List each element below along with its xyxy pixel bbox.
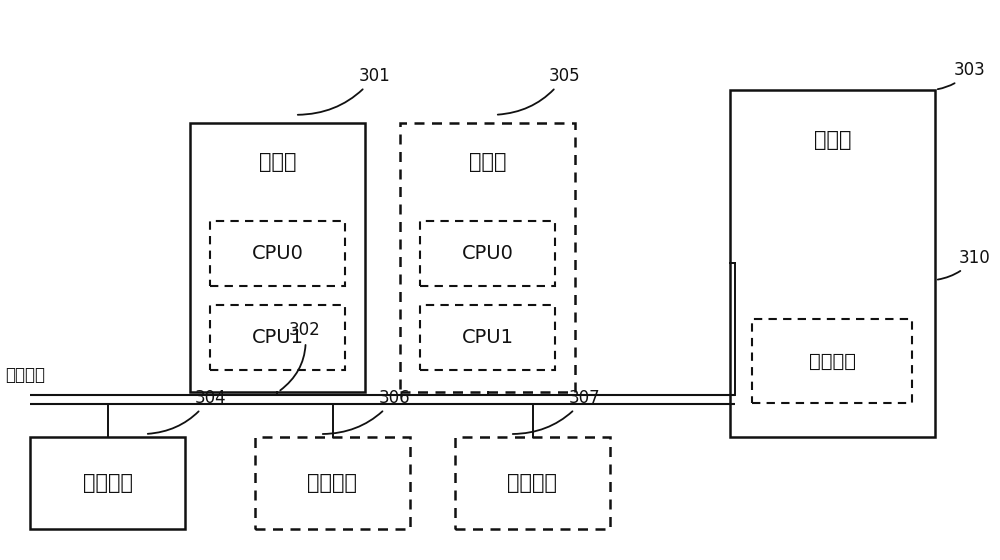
Text: 通信接口: 通信接口 — [82, 473, 132, 493]
Text: 310: 310 — [938, 249, 991, 279]
Text: 302: 302 — [280, 321, 321, 390]
Text: CPU1: CPU1 — [462, 328, 514, 347]
Bar — [420, 305, 555, 370]
Text: 处理器: 处理器 — [469, 152, 506, 172]
Text: CPU0: CPU0 — [252, 244, 303, 263]
Bar — [210, 305, 345, 370]
Text: CPU1: CPU1 — [251, 328, 303, 347]
Text: 301: 301 — [298, 67, 391, 115]
Text: 303: 303 — [938, 61, 986, 89]
Bar — [30, 437, 185, 529]
Text: 307: 307 — [513, 389, 601, 434]
Bar — [400, 123, 575, 392]
Text: 存储器: 存储器 — [814, 130, 851, 150]
Text: 输出设备: 输出设备 — [308, 473, 358, 493]
Bar — [730, 90, 935, 437]
Bar — [420, 221, 555, 286]
Text: 306: 306 — [323, 389, 411, 434]
Text: 通信总线: 通信总线 — [5, 366, 45, 384]
Bar — [455, 437, 610, 529]
Text: CPU0: CPU0 — [462, 244, 513, 263]
Text: 处理器: 处理器 — [259, 152, 296, 172]
Bar — [190, 123, 365, 392]
Text: 304: 304 — [148, 389, 226, 434]
Bar — [752, 319, 912, 403]
Text: 程序代码: 程序代码 — [808, 352, 856, 371]
Text: 输入设备: 输入设备 — [508, 473, 558, 493]
Bar — [255, 437, 410, 529]
Text: 305: 305 — [498, 67, 581, 115]
Bar — [210, 221, 345, 286]
